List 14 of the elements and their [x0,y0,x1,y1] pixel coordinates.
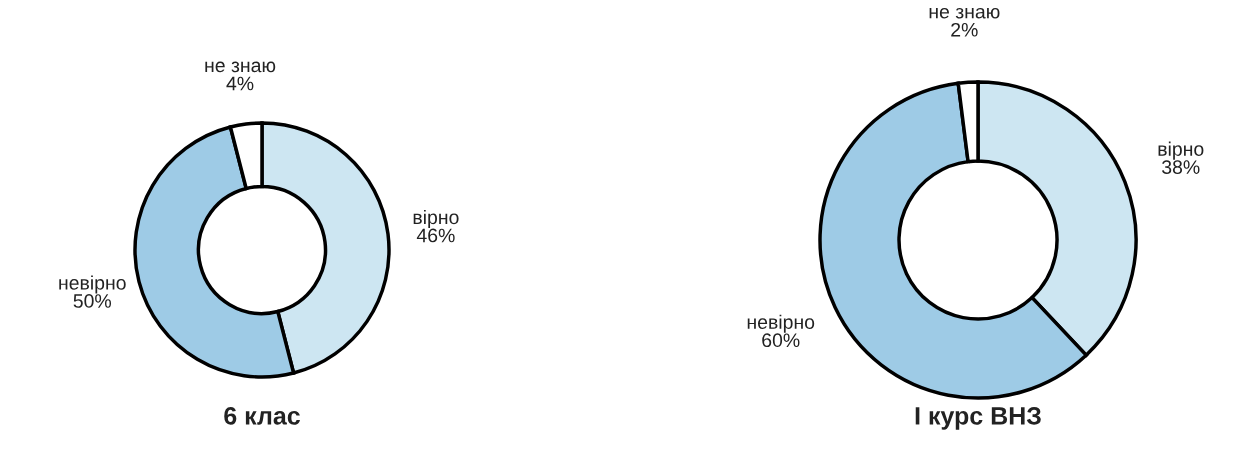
text: 6 клас [224,407,300,425]
data-label: 60% [762,333,800,348]
slice-label: невірно [59,275,126,294]
data-label: 38% [1162,160,1200,175]
slice-label: невірно [747,314,815,333]
slice-label: не знаю [205,61,276,73]
slice-label: вірно [413,209,459,229]
data-label: 2% [951,22,978,37]
data-label: 46% [416,228,455,243]
slice-label: вірно [1158,141,1204,160]
slice-label: не знаю [929,7,1000,19]
data-label: 50% [73,294,112,308]
text: I курс ВНЗ [915,407,1041,430]
data-label: 4% [226,76,254,91]
